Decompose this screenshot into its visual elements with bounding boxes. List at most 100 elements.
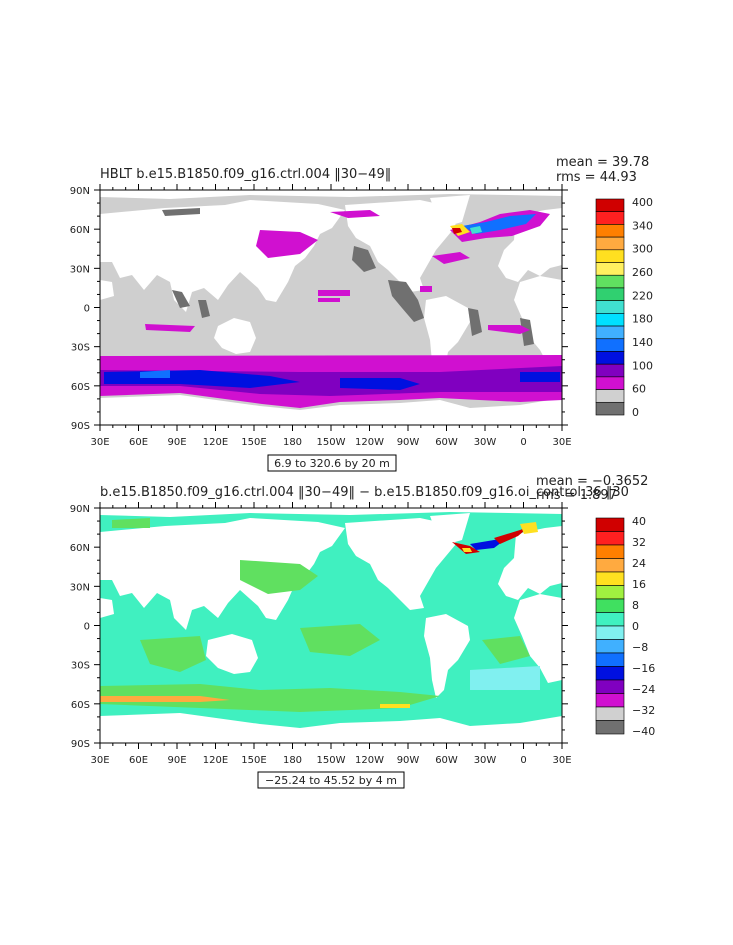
lon-tick-label: 30E [90,755,109,766]
colorbar-swatch [595,224,625,238]
colorbar-label: 100 [632,359,653,372]
colorbar-swatch [595,338,625,352]
lat-tick-label: 60S [71,382,90,393]
lon-tick-label: 90E [167,755,186,766]
lon-tick-label: 120W [355,755,384,766]
positive-anomaly-zones [100,518,530,712]
colorbar-label: 40 [632,515,646,528]
colorbar-label: −16 [632,662,655,675]
range-box [257,771,405,789]
colorbar-swatch [595,612,625,627]
colorbar-label: 32 [632,536,646,549]
colorbar-swatch [595,351,625,365]
lat-tick-label: 90N [70,504,90,515]
colorbar-label: −8 [632,641,648,654]
difference-zones [100,522,540,708]
colorbar-swatch [595,363,625,378]
colorbar-swatch [595,652,625,667]
colorbar-swatch [595,585,625,600]
rms-label: rms = 1.897 [536,488,617,503]
lat-tick-label: 0 [84,304,90,315]
colorbar-label: 300 [632,243,653,256]
colorbar-swatch [595,531,625,546]
lon-tick-label: 60E [129,755,148,766]
lat-tick-label: 90N [70,186,90,197]
lon-tick-label: 30E [90,437,109,448]
lon-tick-label: 60W [435,437,458,448]
colorbar-label: 340 [632,219,653,232]
colorbar-swatch [595,544,625,559]
lon-tick-label: 60W [435,755,458,766]
range-label: 6.9 to 320.6 by 20 m [274,457,390,470]
colorbar-label: −40 [632,725,655,738]
colorbar-label: 0 [632,620,639,633]
dark-zones [104,208,534,368]
lon-tick-label: 180 [283,755,302,766]
lat-tick-label: 30S [71,343,90,354]
land-masses [100,190,562,425]
colorbar-swatch [595,401,625,416]
colorbar-swatch [595,720,625,735]
colorbar-swatch [595,693,625,708]
lon-tick-label: 120E [203,437,228,448]
colorbar-label: −24 [632,683,655,696]
colorbar-swatch [595,287,625,301]
lat-tick-label: 0 [84,622,90,633]
colorbar-label: 140 [632,336,653,349]
colorbar-label: 24 [632,557,646,570]
hblt-map-panel: HBLT b.e15.B1850.f09_g16.ctrl.004 ‖30−49… [70,155,653,472]
lat-tick-label: 90S [71,421,90,432]
colorbar-label: 220 [632,289,653,302]
lon-tick-label: 30E [552,755,571,766]
colorbar-label: 16 [632,578,646,591]
colorbar-swatch [595,300,625,314]
colorbar-swatch [595,274,625,289]
range-label: −25.24 to 45.52 by 4 m [265,774,397,787]
colorbar-swatch [595,625,625,640]
lon-tick-label: 180 [283,437,302,448]
lon-tick-label: 30W [474,437,497,448]
lat-tick-label: 30S [71,661,90,672]
colorbar-swatch [595,639,625,654]
lon-tick-label: 30W [474,755,497,766]
colorbar-swatch [595,558,625,573]
colorbar-label: −32 [632,704,655,717]
mean-label: mean = 39.78 [556,155,649,170]
lat-tick-label: 30N [70,582,90,593]
colorbar-swatch [595,236,625,251]
hblt-zones [100,210,562,408]
lon-tick-label: 120E [203,755,228,766]
colorbar-swatch [595,313,625,327]
colorbar-label: 180 [632,313,653,326]
colorbar: 400 340 300 260 220 180 140 100 60 0 [595,196,653,419]
colorbar-swatch [595,706,625,721]
lon-tick-label: 60E [129,437,148,448]
colorbar-swatch [595,198,625,213]
map-field [99,507,563,744]
colorbar-swatch [595,249,625,263]
colorbar-swatch [595,325,625,340]
lon-tick-label: 30E [552,437,571,448]
lat-tick-label: 60N [70,225,90,236]
lon-tick-label: 0 [520,755,526,766]
colorbar-label: 400 [632,196,653,209]
map-title: HBLT b.e15.B1850.f09_g16.ctrl.004 ‖30−49… [100,167,391,182]
lon-tick-label: 150W [317,755,346,766]
map-title: b.e15.B1850.f09_g16.ctrl.004 ‖30−49‖ − b… [100,485,629,500]
colorbar-swatch [595,598,625,613]
lon-tick-label: 150E [241,755,266,766]
colorbar-label: 0 [632,406,639,419]
lon-tick-label: 0 [520,437,526,448]
colorbar-swatch [595,571,625,586]
map-field [99,189,563,426]
mean-label: mean = −0.3652 [536,474,648,489]
colorbar-swatch [595,517,625,532]
colorbar-label: 260 [632,266,653,279]
lon-tick-label: 150E [241,437,266,448]
lon-tick-label: 90W [397,437,420,448]
lon-tick-label: 150W [317,437,346,448]
land-masses [100,508,562,743]
colorbar: 40 32 24 16 8 0 −8 −16 −24 −32 −40 [595,515,655,738]
